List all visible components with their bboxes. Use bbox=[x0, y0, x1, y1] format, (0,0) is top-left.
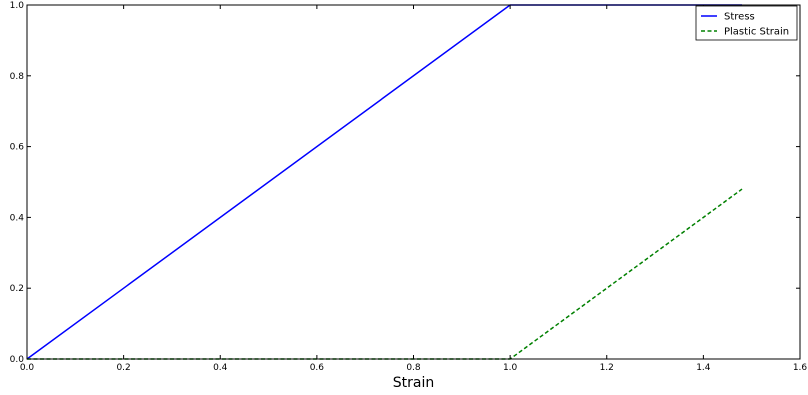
legend-label: Stress bbox=[724, 12, 755, 23]
x-tick-label: 1.4 bbox=[696, 363, 711, 373]
y-tick-label: 0.8 bbox=[10, 72, 25, 82]
x-tick-label: 1.0 bbox=[503, 363, 518, 373]
x-tick-label: 0.8 bbox=[406, 363, 421, 373]
x-tick-label: 1.6 bbox=[793, 363, 808, 373]
x-tick-label: 0.0 bbox=[20, 363, 35, 373]
legend-label: Plastic Strain bbox=[724, 27, 789, 38]
x-axis-label: Strain bbox=[393, 375, 434, 391]
x-tick-label: 0.2 bbox=[116, 363, 130, 373]
y-tick-label: 0.2 bbox=[10, 284, 24, 294]
y-tick-label: 0.0 bbox=[10, 355, 25, 365]
series-line-2 bbox=[27, 188, 743, 360]
y-tick-label: 0.4 bbox=[10, 213, 25, 223]
x-tick-label: 0.6 bbox=[310, 363, 325, 373]
series-line-1 bbox=[26, 4, 743, 360]
y-tick-label: 1.0 bbox=[10, 1, 25, 11]
chart-marks bbox=[26, 4, 743, 360]
y-tick-label: 0.6 bbox=[10, 143, 25, 153]
axis-ticks: 0.0 0.2 0.4 0.6 0.8 1.0 1.2 1.4 1.6 0.0 0.2 0.4 0.6 0… bbox=[10, 1, 808, 373]
plot-frame bbox=[26, 4, 801, 360]
legend-box bbox=[695, 5, 798, 41]
legend: Stress Plastic Strain bbox=[695, 5, 798, 41]
x-tick-label: 1.2 bbox=[600, 363, 614, 373]
x-tick-label: 0.4 bbox=[213, 363, 228, 373]
